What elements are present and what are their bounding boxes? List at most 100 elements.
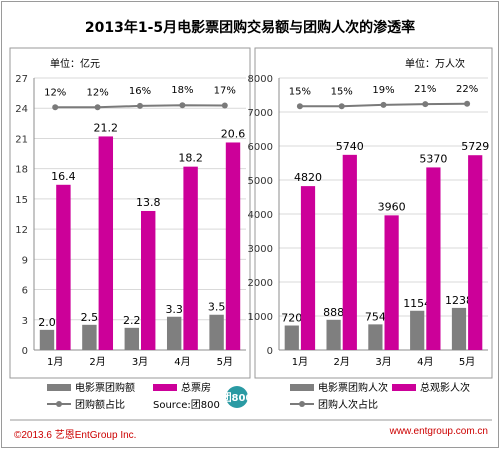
bar-primary — [124, 327, 139, 350]
ratio-label: 18% — [171, 85, 193, 96]
x-tick-label: 5月 — [459, 356, 475, 368]
y-tick-label: 1000 — [248, 312, 273, 323]
data-label-primary: 3.5 — [208, 301, 226, 314]
bar-primary — [451, 307, 467, 350]
logo-text: 团800 — [222, 392, 253, 404]
y-tick-label: 2000 — [248, 278, 273, 289]
data-label-total: 20.6 — [221, 127, 246, 140]
data-label-total: 5370 — [419, 152, 447, 165]
data-label-primary: 1154 — [403, 297, 431, 310]
legend-label-ratio: 团购人次占比 — [318, 398, 378, 411]
bar-primary — [82, 324, 97, 350]
bar-total — [183, 166, 198, 350]
ratio-label: 12% — [86, 87, 108, 98]
x-tick-label: 3月 — [132, 356, 148, 368]
bar-primary — [368, 324, 383, 350]
x-tick-label: 2月 — [89, 356, 105, 368]
data-label-total: 18.2 — [178, 152, 203, 165]
logo-circle — [226, 386, 248, 408]
bar-total — [468, 155, 483, 350]
bar-primary — [209, 314, 224, 350]
data-label-primary: 3.3 — [165, 303, 183, 316]
ratio-label: 15% — [289, 86, 311, 97]
bar-primary — [284, 325, 299, 350]
bar-primary — [166, 316, 182, 350]
legend-swatch-total — [392, 384, 416, 391]
footer-url: www.entgroup.com.cn — [389, 426, 488, 437]
legend-label-ratio: 团购额占比 — [75, 398, 125, 411]
bar-total — [426, 167, 441, 350]
x-tick-label: 2月 — [334, 356, 350, 368]
x-tick-label: 1月 — [47, 356, 63, 368]
x-tick-label: 5月 — [217, 356, 233, 368]
y-tick-label: 9 — [22, 255, 28, 266]
bar-total — [56, 184, 71, 350]
ratio-point — [94, 104, 101, 111]
y-tick-label: 4000 — [248, 210, 273, 221]
x-tick-label: 4月 — [174, 356, 190, 368]
data-label-primary: 1238 — [445, 294, 473, 307]
ratio-label: 12% — [44, 87, 66, 98]
ratio-point — [52, 104, 59, 111]
legend-label-total: 总票房 — [181, 381, 211, 394]
y-tick-label: 6000 — [248, 142, 273, 153]
bar-total — [384, 215, 399, 350]
y-tick-label: 7000 — [248, 108, 273, 119]
x-tick-label: 3月 — [375, 356, 391, 368]
y-tick-label: 3000 — [248, 244, 273, 255]
ratio-label: 19% — [372, 85, 394, 96]
ratio-point — [179, 102, 186, 109]
ratio-point — [296, 103, 303, 110]
y-tick-label: 8000 — [248, 74, 273, 85]
ratio-point — [464, 100, 471, 107]
y-tick-label: 18 — [15, 165, 28, 176]
bar-total — [141, 210, 156, 350]
legend-marker-ratio — [299, 401, 305, 407]
y-tick-label: 0 — [267, 346, 273, 357]
chart-title: 2013年1-5月电影票团购交易额与团购人次的渗透率 — [85, 19, 415, 36]
tuan800-logo: 团800 — [222, 386, 253, 408]
y-tick-label: 6 — [22, 286, 28, 297]
ratio-label: 15% — [331, 86, 353, 97]
y-tick-label: 21 — [15, 134, 28, 145]
bar-primary — [326, 319, 341, 350]
bar-total — [98, 136, 114, 350]
left-unit-label: 单位：亿元 — [50, 57, 100, 70]
left-chart: 0 3 6 9 12 15 18 21 24 27 2.0 16.4 1月 2.5 21.2 2月 2.2 13.… — [15, 74, 246, 368]
y-tick-label: 24 — [15, 104, 28, 115]
bar-total — [300, 186, 316, 350]
ratio-label: 21% — [414, 84, 436, 95]
bar-primary — [410, 310, 425, 350]
data-label-total: 4820 — [294, 171, 322, 184]
x-tick-label: 4月 — [417, 356, 433, 368]
data-label-total: 13.8 — [136, 196, 161, 209]
data-label-total: 21.2 — [94, 121, 119, 134]
ratio-point — [380, 101, 387, 108]
bar-primary — [39, 329, 55, 350]
ratio-label: 17% — [214, 86, 236, 97]
legend-label-primary: 电影票团购人次 — [318, 381, 388, 394]
data-label-total: 3960 — [378, 200, 406, 213]
ratio-point — [422, 101, 429, 108]
legend-label-total: 总观影人次 — [420, 381, 470, 394]
y-tick-label: 0 — [22, 346, 28, 357]
y-tick-label: 15 — [15, 195, 28, 206]
bar-total — [225, 142, 241, 350]
legend-label-primary: 电影票团购额 — [75, 381, 135, 394]
legend-swatch-primary — [47, 384, 71, 391]
left-legend: 电影票团购额 总票房 团购额占比 Source:团800 — [47, 381, 220, 411]
footer-copyright: ©2013.6 艺恩EntGroup Inc. — [14, 430, 137, 441]
x-tick-label: 1月 — [292, 356, 308, 368]
ratio-label: 16% — [129, 86, 151, 97]
legend-swatch-total — [153, 384, 177, 391]
right-legend: 电影票团购人次 总观影人次 团购人次占比 — [290, 381, 470, 411]
data-label-primary: 2.0 — [38, 316, 56, 329]
data-label-primary: 754 — [365, 310, 386, 323]
y-tick-label: 27 — [15, 74, 28, 85]
legend-marker-ratio — [56, 401, 62, 407]
y-tick-label: 12 — [15, 225, 28, 236]
bar-total — [342, 154, 357, 350]
data-label-total: 5729 — [461, 140, 489, 153]
y-tick-label: 5000 — [248, 176, 273, 187]
